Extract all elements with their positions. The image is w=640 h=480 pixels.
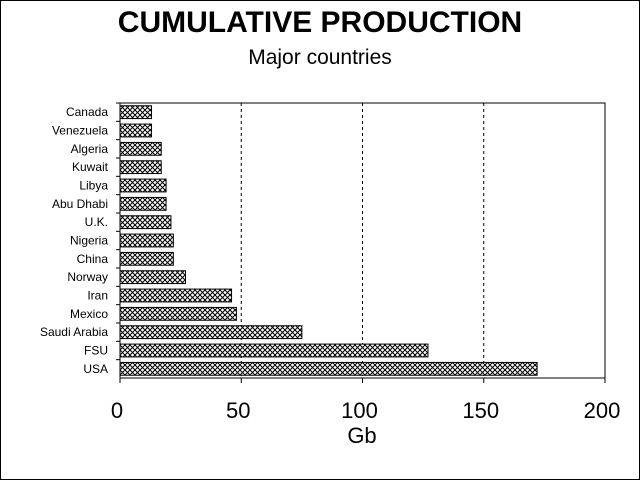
bar-mexico: [119, 306, 237, 321]
bar-u-k-: [119, 215, 172, 230]
category-label: Mexico: [70, 307, 108, 321]
category-label: China: [77, 252, 109, 266]
category-label: Norway: [67, 270, 108, 284]
bar-abu-dhabi: [119, 196, 167, 211]
category-labels: Canada Venezuela Algeria Kuwait Libya Abu Dha…: [40, 102, 120, 376]
bar-libya: [119, 178, 167, 193]
bar-kuwait: [119, 160, 162, 175]
bar-nigeria: [119, 233, 174, 248]
bar-algeria: [119, 141, 162, 156]
category-label: Iran: [87, 289, 108, 303]
x-axis-label: Gb: [347, 423, 376, 448]
category-label: FSU: [84, 344, 108, 358]
bar-iran: [119, 288, 233, 303]
bar-usa: [119, 361, 538, 376]
category-label: U.K.: [85, 215, 108, 229]
bar-saudi-arabia: [119, 325, 303, 340]
x-tick-label: 0: [111, 398, 123, 423]
category-label: Kuwait: [72, 160, 109, 174]
x-tick-label: 50: [226, 398, 250, 423]
chart-title: CUMULATIVE PRODUCTION: [117, 6, 523, 39]
x-tick-label: 200: [584, 398, 621, 423]
x-tick-label: 150: [462, 398, 499, 423]
category-label: Abu Dhabi: [52, 197, 108, 211]
x-tick-label: 100: [341, 398, 378, 423]
category-label: Canada: [66, 105, 108, 119]
chart-subtitle: Major countries: [248, 46, 392, 69]
category-label: USA: [83, 362, 108, 376]
bar-norway: [119, 270, 186, 285]
x-tick-labels: 0 50 100 150 200: [111, 378, 620, 423]
category-label: Saudi Arabia: [40, 325, 108, 339]
bar-venezuela: [119, 123, 153, 138]
bar-china: [119, 251, 174, 266]
bar-canada: [119, 105, 153, 120]
category-label: Venezuela: [52, 124, 108, 138]
category-label: Libya: [79, 179, 108, 193]
category-label: Nigeria: [70, 234, 108, 248]
bars: [119, 105, 538, 376]
bar-fsu: [119, 343, 429, 358]
category-label: Algeria: [71, 142, 109, 156]
